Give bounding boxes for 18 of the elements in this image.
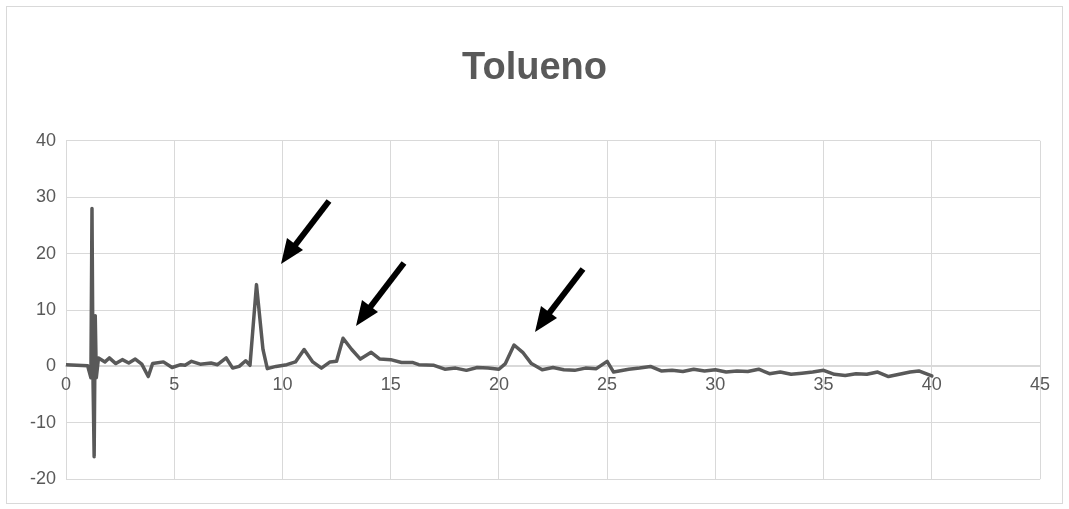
x-tick-label: 10 [272,374,293,395]
y-tick-label: -10 [30,411,57,432]
x-tick-label: 30 [705,374,726,395]
y-tick-label: 30 [35,186,57,207]
x-tick-label: 40 [921,374,942,395]
y-tick-label: 0 [46,355,57,376]
x-tick-label: 0 [61,374,72,395]
x-tick-label: 20 [488,374,509,395]
y-tick-label: 20 [35,242,57,263]
x-tick-label: 5 [169,374,180,395]
x-tick-label: 15 [380,374,401,395]
y-tick-label: 40 [35,129,57,150]
x-tick-label: 45 [1029,374,1051,395]
x-tick-label: 35 [813,374,834,395]
y-tick-label: -20 [30,468,57,489]
x-tick-label: 25 [597,374,618,395]
chart-title: Tolueno [461,45,608,88]
y-tick-label: 10 [35,298,57,319]
